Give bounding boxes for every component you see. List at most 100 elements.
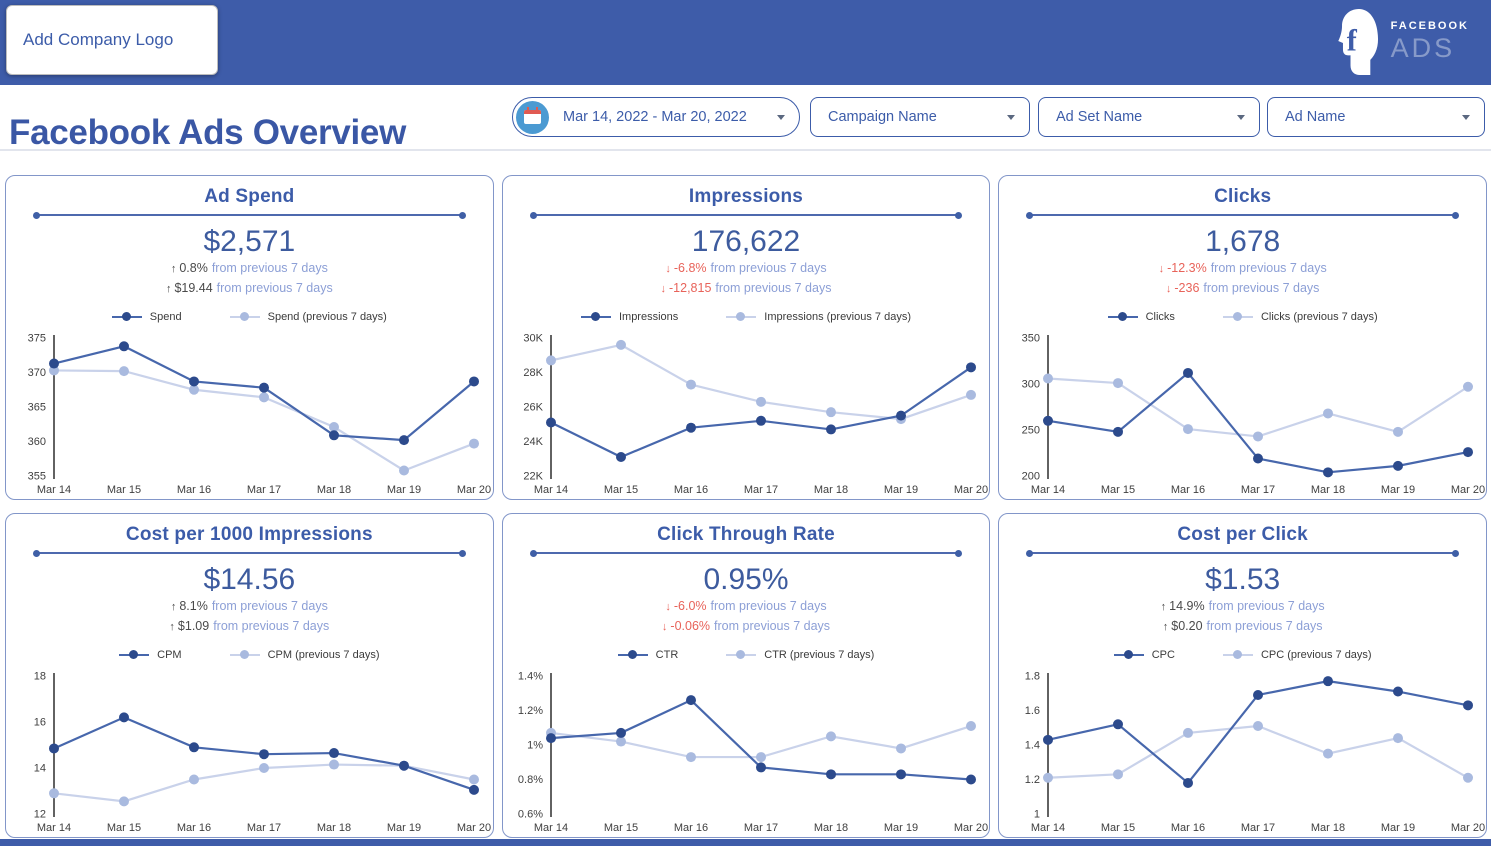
series-previous-marker-icon — [726, 312, 757, 321]
campaign-name-filter[interactable]: Campaign Name — [810, 97, 1030, 137]
title-underline — [33, 211, 466, 219]
svg-text:1.6: 1.6 — [1024, 705, 1039, 717]
series-current-marker-icon — [580, 312, 611, 321]
ad-name-filter[interactable]: Ad Name — [1267, 97, 1485, 137]
kpi-value: $2,571 — [203, 225, 296, 258]
ad-set-name-filter[interactable]: Ad Set Name — [1038, 97, 1260, 137]
delta-percent: ↓ -6.8% from previous 7 days — [503, 259, 990, 279]
delta-suffix: from previous 7 days — [1206, 618, 1323, 633]
trend-arrow-icon: ↓ — [665, 601, 671, 613]
chart-legend: Clicks Clicks (previous 7 days) — [999, 311, 1486, 323]
series-previous-marker-icon — [726, 650, 757, 659]
delta-suffix: from previous 7 days — [1208, 599, 1325, 613]
kpi-value: $1.53 — [1205, 563, 1281, 596]
kpi-value: 0.95% — [703, 563, 789, 596]
brand-facebook-label: FACEBOOK — [1390, 20, 1469, 32]
svg-text:Mar 19: Mar 19 — [884, 484, 918, 496]
card-title: Impressions — [688, 186, 804, 207]
add-company-logo-button[interactable]: Add Company Logo — [6, 5, 218, 75]
delta-value: 14.9% — [1169, 599, 1205, 613]
card-title: Ad Spend — [204, 186, 295, 207]
svg-text:1.4: 1.4 — [1024, 740, 1039, 752]
delta-absolute: ↑ $0.20 from previous 7 days — [999, 617, 1486, 637]
series-previous-marker-icon — [1222, 312, 1253, 321]
svg-text:14: 14 — [34, 763, 46, 775]
svg-text:Mar 18: Mar 18 — [814, 484, 848, 496]
svg-text:Mar 16: Mar 16 — [1171, 822, 1205, 834]
delta-suffix: from previous 7 days — [216, 280, 333, 295]
svg-text:Mar 20: Mar 20 — [954, 822, 988, 834]
delta-percent: ↑ 8.1% from previous 7 days — [6, 597, 493, 617]
legend-label: CPM (previous 7 days) — [267, 649, 380, 661]
card-impressions: Impressions 176,622 ↓ -6.8% from previous … — [501, 175, 991, 500]
svg-text:Mar 19: Mar 19 — [884, 822, 918, 834]
header-bar: Add Company Logo f FACEBOOK ADS — [0, 0, 1491, 85]
chart-legend: CPC CPC (previous 7 days) — [999, 649, 1486, 661]
svg-text:Mar 17: Mar 17 — [744, 484, 778, 496]
svg-text:18: 18 — [34, 671, 46, 683]
trend-arrow-icon: ↓ — [1158, 263, 1165, 275]
svg-text:1: 1 — [1034, 809, 1040, 821]
date-range-picker[interactable]: Mar 14, 2022 - Mar 20, 2022 — [512, 97, 800, 137]
delta-percent: ↓ -6.0% from previous 7 days — [503, 597, 990, 617]
series-current-marker-icon — [1113, 650, 1144, 659]
card-cost-per-click: Cost per Click $1.53 ↑ 14.9% from previous… — [998, 513, 1487, 838]
delta-absolute: ↑ $19.44 from previous 7 days — [6, 279, 493, 299]
svg-text:0.6%: 0.6% — [518, 809, 543, 821]
svg-text:Mar 17: Mar 17 — [1241, 822, 1275, 834]
svg-text:1.4%: 1.4% — [518, 671, 543, 683]
brand-ads-label: ADS — [1390, 33, 1456, 63]
svg-text:Mar 15: Mar 15 — [107, 484, 141, 496]
delta-value: -12.3% — [1167, 261, 1207, 275]
legend-label: CTR (previous 7 days) — [764, 649, 875, 661]
chart-legend: Spend Spend (previous 7 days) — [6, 311, 493, 323]
delta-absolute: ↓ -12,815 from previous 7 days — [503, 279, 990, 299]
svg-text:26K: 26K — [523, 402, 543, 414]
chart-legend: CTR CTR (previous 7 days) — [503, 649, 990, 661]
series-current-marker-icon — [119, 650, 150, 659]
legend-label: Spend — [149, 311, 182, 323]
svg-text:Mar 17: Mar 17 — [1241, 484, 1275, 496]
svg-text:365: 365 — [28, 402, 46, 414]
line-chart-impressions: 22K 24K 26K 28K 30K Mar 14 Mar 15 Mar 16 Mar 17 M… — [523, 333, 988, 497]
series-current-marker-icon — [1107, 312, 1138, 321]
title-underline — [1026, 211, 1459, 219]
svg-text:375: 375 — [28, 333, 46, 345]
delta-percent: ↑ 14.9% from previous 7 days — [999, 597, 1486, 617]
trend-arrow-icon: ↑ — [1162, 620, 1169, 633]
svg-text:12: 12 — [34, 809, 46, 821]
calendar-icon — [516, 100, 549, 134]
line-chart-ad-spend: 355 360 365 370 375 Mar 14 Mar 15 Mar 16 Mar 17 M… — [28, 333, 491, 497]
card-title: Cost per 1000 Impressions — [125, 524, 373, 545]
svg-text:Mar 16: Mar 16 — [177, 484, 211, 496]
svg-text:Mar 17: Mar 17 — [744, 822, 778, 834]
line-chart-cpc: 1 1.2 1.4 1.6 1.8 Mar 14 Mar 15 Mar 16 Mar 17 Mar… — [1024, 671, 1484, 835]
svg-text:Mar 17: Mar 17 — [247, 822, 281, 834]
svg-text:370: 370 — [28, 367, 46, 379]
delta-value: $0.20 — [1171, 618, 1203, 633]
svg-text:Mar 14: Mar 14 — [37, 822, 71, 834]
svg-text:Mar 14: Mar 14 — [37, 484, 71, 496]
title-underline — [529, 549, 962, 557]
trend-arrow-icon: ↑ — [170, 601, 177, 613]
card-clicks: Clicks 1,678 ↓ -12.3% from previous 7 days… — [998, 175, 1487, 500]
trend-arrow-icon: ↑ — [165, 282, 172, 295]
trend-arrow-icon: ↓ — [665, 263, 671, 275]
svg-text:Mar 19: Mar 19 — [387, 484, 421, 496]
delta-suffix: from previous 7 days — [211, 599, 328, 613]
svg-text:Mar 20: Mar 20 — [457, 822, 491, 834]
legend-label: Impressions (previous 7 days) — [764, 311, 911, 323]
card-title: Cost per Click — [1177, 524, 1308, 545]
delta-suffix: from previous 7 days — [211, 261, 328, 275]
svg-text:355: 355 — [28, 471, 46, 483]
delta-value: -0.06% — [670, 618, 711, 633]
svg-text:28K: 28K — [523, 367, 543, 379]
legend-label: CPC (previous 7 days) — [1260, 649, 1372, 661]
campaign-filter-label: Campaign Name — [828, 109, 937, 125]
svg-text:1%: 1% — [527, 740, 543, 752]
legend-label: CPM — [157, 649, 182, 661]
trend-arrow-icon: ↓ — [661, 620, 668, 633]
delta-value: 0.8% — [179, 261, 208, 275]
svg-text:Mar 16: Mar 16 — [674, 484, 708, 496]
svg-text:Mar 20: Mar 20 — [1451, 484, 1485, 496]
